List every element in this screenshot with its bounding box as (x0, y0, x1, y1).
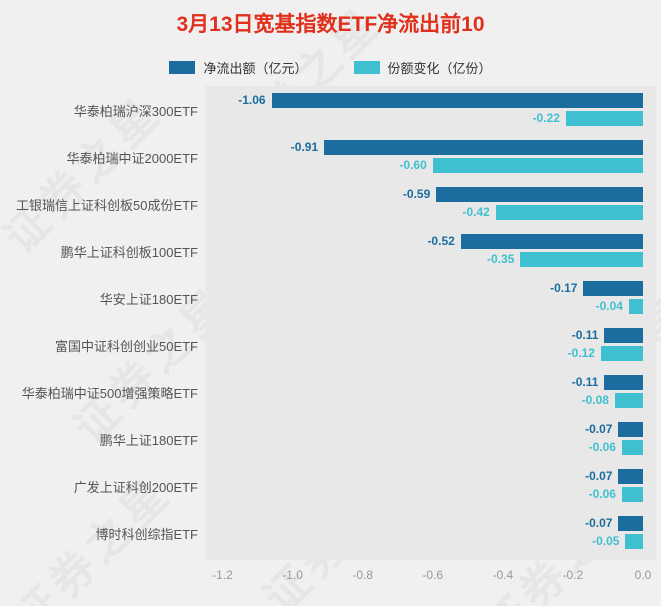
legend-label-netflow: 净流出额（亿元） (203, 61, 308, 76)
x-tick-label: -0.2 (562, 568, 584, 582)
chart-row: 华泰柏瑞沪深300ETF -1.06 -0.22 (0, 88, 661, 135)
bar-share-change[interactable] (432, 158, 643, 173)
category-label: 工银瑞信上证科创板50成份ETF (15, 198, 198, 213)
chart-row: 华泰柏瑞中证500增强策略ETF -0.11 -0.08 (0, 370, 661, 417)
bar-netflow[interactable] (583, 281, 643, 296)
bar-group: -0.07 -0.06 (205, 417, 643, 464)
bar-netflow[interactable] (604, 328, 643, 343)
bar-netflow[interactable] (436, 187, 643, 202)
bar-group: -0.17 -0.04 (205, 276, 643, 323)
chart-row: 博时科创综指ETF -0.07 -0.05 (0, 511, 661, 558)
bar-group: -0.11 -0.08 (205, 370, 643, 417)
chart-row: 华泰柏瑞中证2000ETF -0.91 -0.60 (0, 135, 661, 182)
value-label-netflow: -0.07 (585, 469, 613, 483)
chart-row: 鹏华上证科创板100ETF -0.52 -0.35 (0, 229, 661, 276)
x-tick-label: -1.0 (282, 568, 303, 582)
value-label-share-change: -0.06 (588, 487, 616, 501)
value-label-netflow: -0.59 (402, 187, 431, 201)
value-label-share-change: -0.05 (592, 534, 620, 548)
chart-rows: 华泰柏瑞沪深300ETF -1.06 -0.22 华泰柏瑞中证2000ETF -0.91… (0, 88, 661, 558)
value-label-netflow: -0.07 (585, 422, 613, 436)
bar-group: -0.52 -0.35 (205, 229, 643, 276)
chart-row: 富国中证科创创业50ETF -0.11 -0.12 (0, 323, 661, 370)
chart-row: 广发上证科创200ETF -0.07 -0.06 (0, 464, 661, 511)
value-label-netflow: -0.11 (571, 328, 599, 342)
legend-item-netflow[interactable]: 净流出额（亿元） (169, 58, 308, 77)
bar-group: -1.06 -0.22 (205, 88, 643, 135)
value-label-share-change: -0.60 (399, 158, 427, 172)
value-label-netflow: -1.06 (238, 93, 266, 107)
category-label: 鹏华上证180ETF (99, 433, 198, 448)
bar-netflow[interactable] (324, 140, 643, 155)
bar-group: -0.07 -0.05 (205, 511, 643, 558)
value-label-share-change: -0.22 (532, 111, 560, 125)
x-tick-label: -0.4 (492, 568, 514, 582)
category-label: 华泰柏瑞中证500增强策略ETF (21, 386, 198, 401)
bar-group: -0.11 -0.12 (205, 323, 643, 370)
category-label: 富国中证科创创业50ETF (54, 339, 198, 354)
bar-share-change[interactable] (625, 534, 643, 549)
chart-title: 3月13日宽基指数ETF净流出前10 (176, 13, 485, 36)
x-tick-label: -0.8 (352, 568, 374, 582)
bar-netflow[interactable] (618, 469, 643, 484)
category-label: 鹏华上证科创板100ETF (60, 245, 198, 260)
bar-group: -0.59 -0.42 (205, 182, 643, 229)
legend-swatch-share-change (353, 61, 380, 74)
x-axis: -1.2 -1.0 -0.8 -0.6 -0.4 -0.2 0.0 (205, 568, 651, 586)
category-label: 华安上证180ETF (99, 292, 198, 307)
value-label-netflow: -0.52 (427, 234, 455, 248)
value-label-share-change: -0.42 (462, 205, 490, 219)
bar-share-change[interactable] (600, 346, 643, 361)
bar-group: -0.07 -0.06 (205, 464, 643, 511)
x-tick-label: 0.0 (634, 568, 652, 582)
bar-netflow[interactable] (460, 234, 643, 249)
bar-share-change[interactable] (621, 440, 643, 455)
legend-label-share-change: 份额变化（亿份） (387, 61, 492, 76)
bar-netflow[interactable] (618, 516, 643, 531)
bar-share-change[interactable] (628, 299, 643, 314)
value-label-netflow: -0.11 (571, 375, 599, 389)
value-label-netflow: -0.07 (585, 516, 613, 530)
chart-row: 工银瑞信上证科创板50成份ETF -0.59 -0.42 (0, 182, 661, 229)
bar-netflow[interactable] (271, 93, 643, 108)
category-label: 博时科创综指ETF (95, 527, 198, 542)
category-label: 华泰柏瑞沪深300ETF (73, 104, 198, 119)
value-label-netflow: -0.91 (290, 140, 319, 154)
value-label-share-change: -0.35 (487, 252, 515, 266)
bar-netflow[interactable] (618, 422, 643, 437)
bar-group: -0.91 -0.60 (205, 135, 643, 182)
value-label-netflow: -0.17 (550, 281, 578, 295)
chart-row: 华安上证180ETF -0.17 -0.04 (0, 276, 661, 323)
value-label-share-change: -0.04 (595, 299, 623, 313)
category-label: 广发上证科创200ETF (73, 480, 198, 495)
value-label-share-change: -0.06 (588, 440, 616, 454)
bar-netflow[interactable] (604, 375, 643, 390)
category-label: 华泰柏瑞中证2000ETF (66, 151, 198, 166)
x-tick-label: -1.2 (212, 568, 233, 582)
x-tick-label: -0.6 (422, 568, 444, 582)
legend-swatch-netflow (169, 61, 196, 74)
legend-item-share-change[interactable]: 份额变化（亿份） (353, 58, 492, 77)
bar-share-change[interactable] (614, 393, 643, 408)
bar-share-change[interactable] (495, 205, 643, 220)
bar-share-change[interactable] (621, 487, 643, 502)
bar-share-change[interactable] (520, 252, 643, 267)
value-label-share-change: -0.12 (567, 346, 595, 360)
value-label-share-change: -0.08 (581, 393, 609, 407)
chart-row: 鹏华上证180ETF -0.07 -0.06 (0, 417, 661, 464)
legend: 净流出额（亿元） 份额变化（亿份） (0, 58, 661, 77)
bar-share-change[interactable] (565, 111, 643, 126)
